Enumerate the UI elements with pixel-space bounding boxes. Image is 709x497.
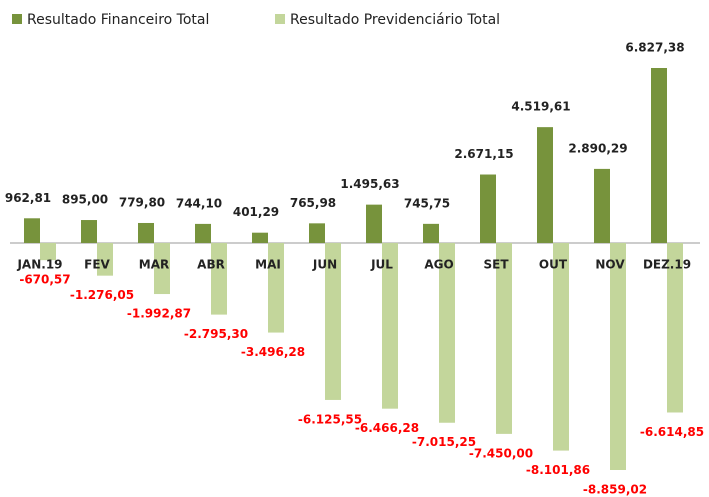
category-label: ABR	[197, 257, 225, 271]
value-label: -1.276,05	[70, 288, 134, 302]
category-label: MAR	[139, 257, 169, 271]
category-label: OUT	[539, 257, 568, 271]
category-label: FEV	[84, 257, 110, 271]
category-label: AGO	[424, 257, 453, 271]
value-label: 6.827,38	[625, 41, 684, 55]
value-label: 779,80	[119, 195, 165, 209]
value-label: -1.992,87	[127, 307, 191, 321]
value-label: -7.015,25	[412, 435, 476, 449]
value-label: 4.519,61	[511, 100, 570, 114]
value-label: -7.450,00	[469, 446, 533, 460]
legend-label: Resultado Previdenciário Total	[290, 12, 500, 28]
bar	[382, 242, 398, 409]
bar	[439, 242, 455, 423]
bar	[211, 242, 227, 315]
bar	[610, 242, 626, 470]
value-label: -8.859,02	[583, 483, 647, 497]
value-label: -8.101,86	[526, 463, 590, 477]
value-label: 1.495,63	[340, 177, 399, 191]
bar	[138, 222, 154, 243]
value-label: 2.671,15	[454, 147, 513, 161]
bar	[651, 68, 667, 243]
value-label: -2.795,30	[184, 327, 248, 341]
bar	[309, 223, 325, 243]
bar	[24, 218, 40, 243]
bar	[252, 232, 268, 243]
bar	[667, 242, 683, 413]
bar	[268, 242, 284, 333]
bar	[496, 242, 512, 434]
bar	[81, 220, 97, 243]
category-label: JAN.19	[16, 257, 62, 271]
value-label: 765,98	[290, 196, 336, 210]
bar	[154, 242, 170, 295]
legend-swatch	[275, 14, 285, 24]
category-label: DEZ.19	[643, 257, 691, 271]
category-label: JUN	[312, 257, 337, 271]
bar	[480, 174, 496, 243]
bar	[97, 242, 113, 276]
value-label: -6.614,85	[640, 425, 704, 439]
category-label: SET	[483, 257, 509, 271]
value-label: -6.466,28	[355, 421, 419, 435]
value-label: 2.890,29	[568, 141, 627, 155]
value-label: -6.125,55	[298, 412, 362, 426]
value-label: -3.496,28	[241, 345, 305, 359]
value-label: 745,75	[404, 196, 450, 210]
value-label: 401,29	[233, 205, 279, 219]
legend-swatch	[12, 14, 22, 24]
legend-label: Resultado Financeiro Total	[27, 12, 209, 28]
bar	[325, 242, 341, 400]
bar	[594, 168, 610, 243]
value-label: -670,57	[19, 273, 70, 287]
bar	[553, 242, 569, 451]
value-label: 895,00	[62, 193, 108, 207]
category-label: MAI	[255, 257, 281, 271]
value-label: 962,81	[5, 191, 51, 205]
bar	[537, 127, 553, 243]
value-label: 744,10	[176, 196, 222, 210]
bar	[366, 204, 382, 243]
bar	[195, 223, 211, 243]
category-label: NOV	[595, 257, 625, 271]
bar	[423, 223, 439, 243]
category-label: JUL	[370, 257, 393, 271]
bar	[40, 242, 56, 261]
